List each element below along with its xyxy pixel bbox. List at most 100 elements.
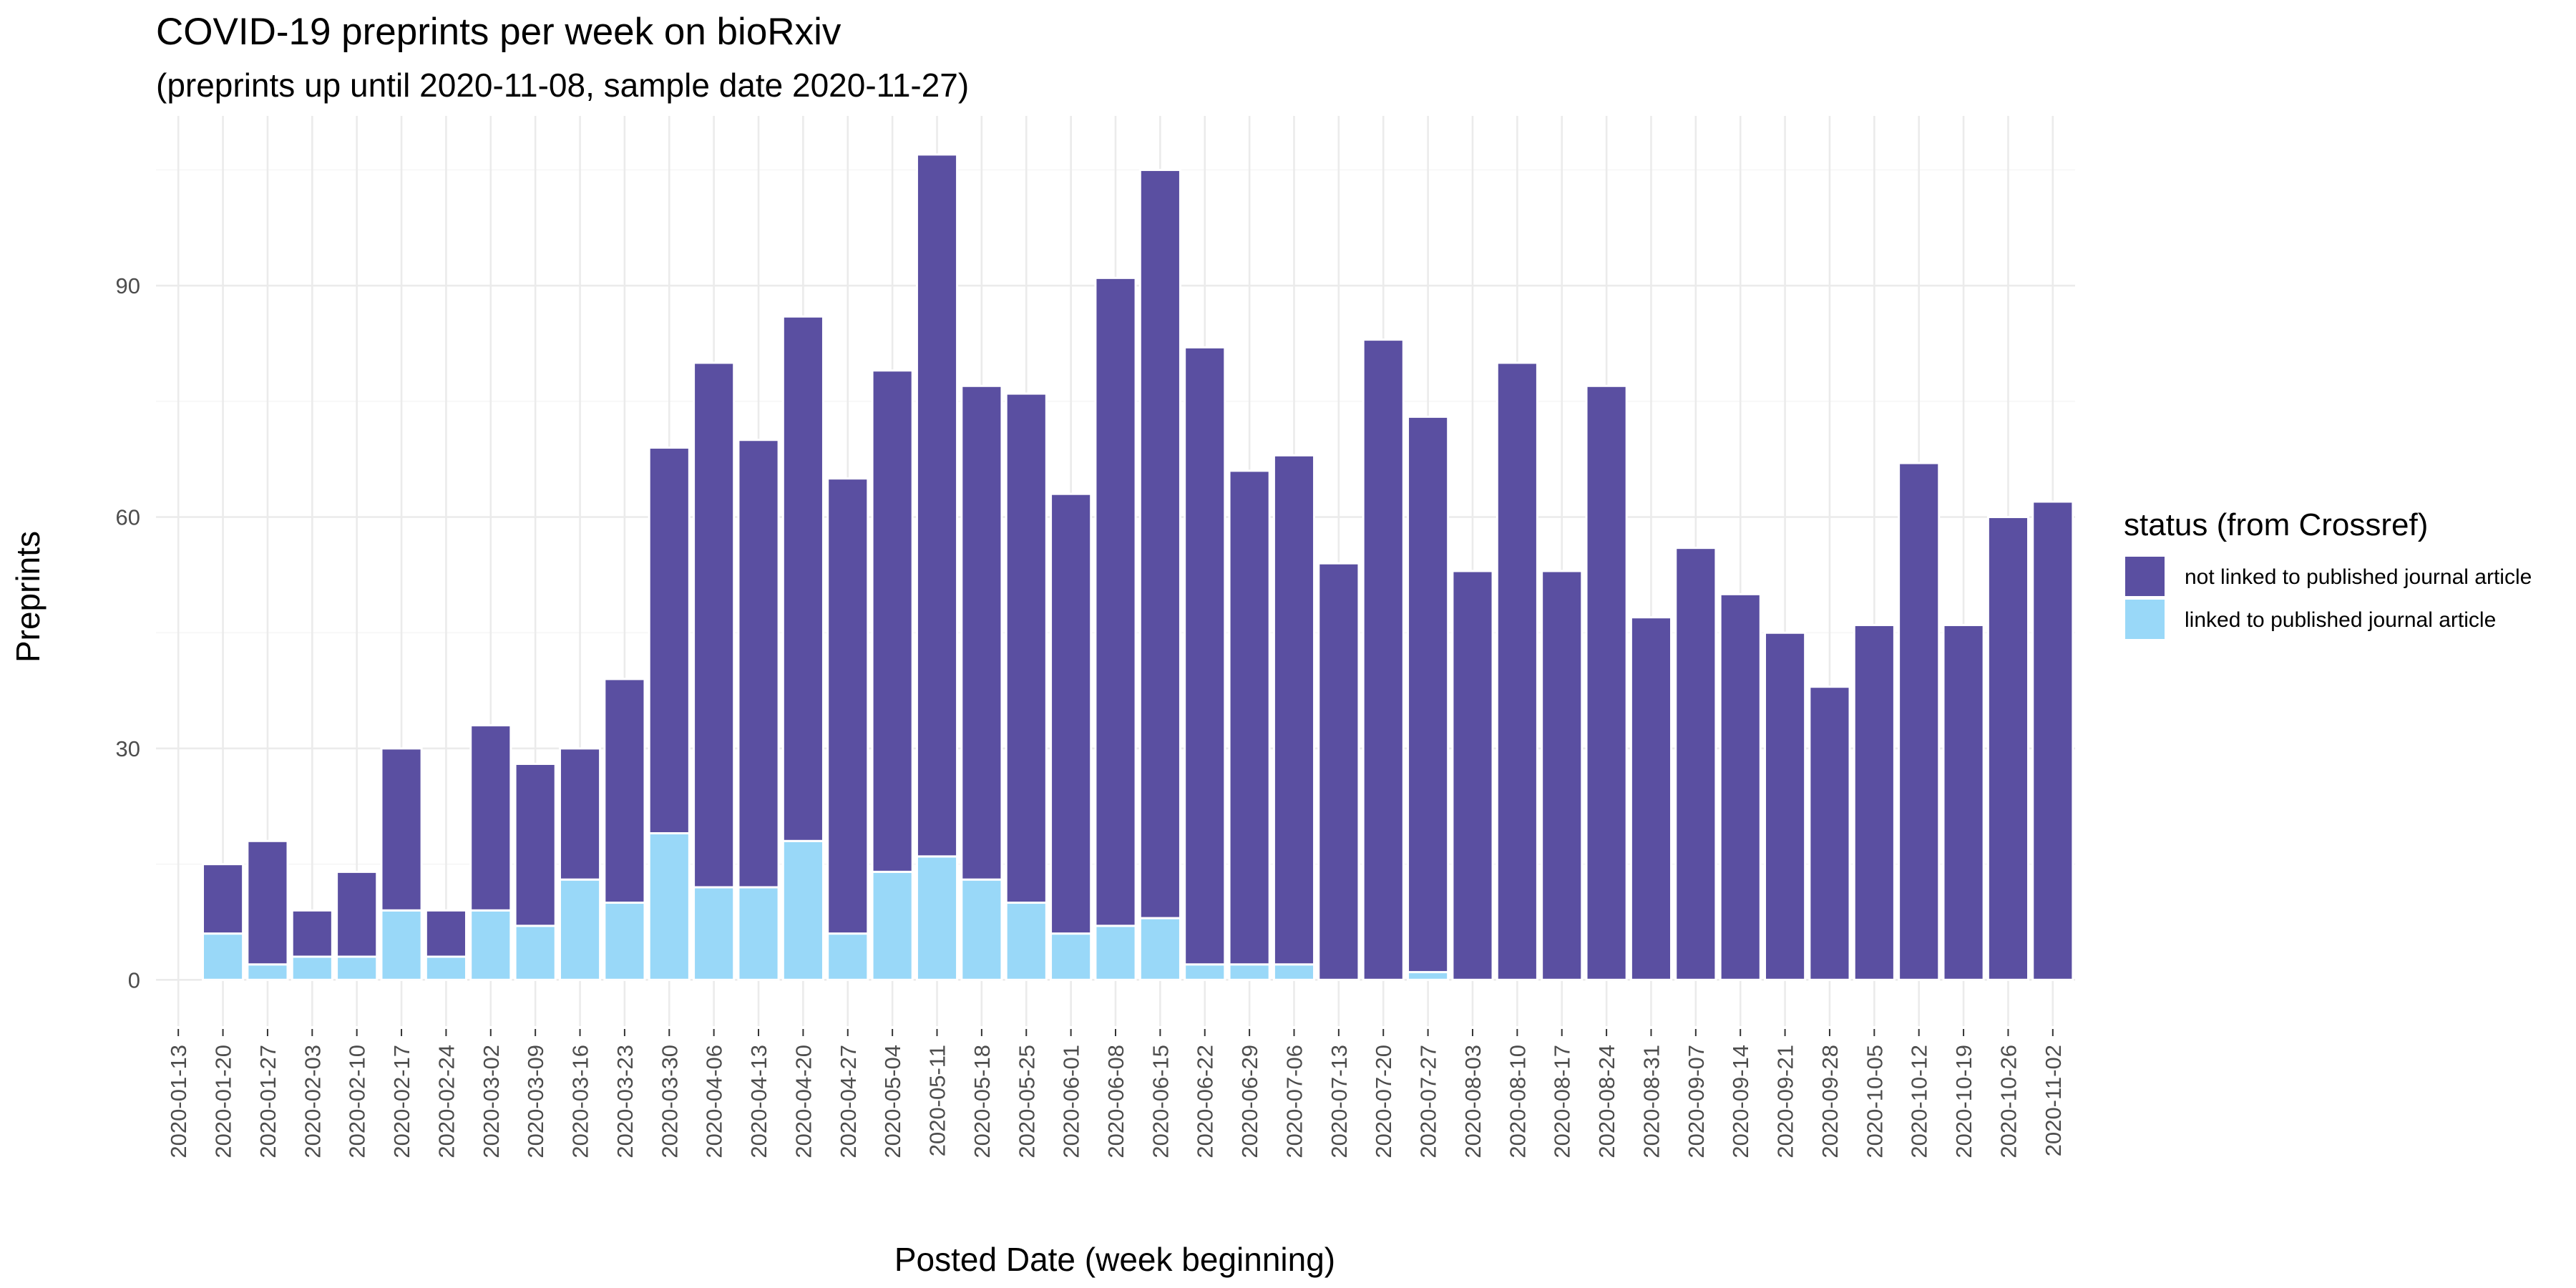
x-tick-label: 2020-07-06 [1282,1045,1307,1158]
bar-not-linked [648,447,691,835]
bar-not-linked [1674,547,1717,981]
x-tick-label: 2020-09-21 [1773,1045,1798,1158]
bar-linked [1272,963,1316,981]
bar-not-linked [1272,454,1316,966]
bar-not-linked [781,315,824,842]
bar-not-linked [960,384,1003,881]
x-tick-label: 2020-03-09 [523,1045,548,1158]
x-tick-label: 2020-02-03 [300,1045,325,1158]
bar-not-linked [380,747,423,912]
bar-not-linked [1407,415,1450,974]
bar-not-linked [2031,500,2074,981]
x-tick-label: 2020-08-24 [1594,1045,1619,1158]
x-tick-label: 2020-06-08 [1103,1045,1128,1158]
legend-title: status (from Crossref) [2124,507,2428,542]
legend-swatch-linked [2125,600,2165,639]
x-tick-label: 2020-04-20 [791,1045,816,1158]
bar-not-linked [1808,686,1851,981]
bar-linked [826,932,869,981]
x-tick-label: 2020-10-05 [1862,1045,1887,1158]
bar-not-linked [514,762,557,927]
x-tick-label: 2020-01-20 [211,1045,236,1158]
x-tick-label: 2020-06-29 [1237,1045,1262,1158]
x-tick-label: 2020-01-13 [166,1045,191,1158]
bar-linked [1407,971,1450,981]
x-tick-label: 2020-05-18 [970,1045,995,1158]
bar-not-linked [1451,570,1494,981]
bar-linked [915,855,959,981]
x-tick-label: 2020-08-03 [1460,1045,1485,1158]
y-axis: 0 30 60 90 [116,273,140,992]
bar-not-linked [693,361,736,889]
y-tick-label: 90 [116,273,140,298]
bar-not-linked [603,678,646,904]
y-tick-label: 0 [128,967,140,992]
bar-linked [558,878,602,981]
bar-linked [693,886,736,981]
x-tick-label: 2020-07-20 [1371,1045,1396,1158]
legend-swatch-not-linked [2125,557,2165,596]
y-axis-title: Preprints [9,531,47,663]
bar-linked [648,832,691,981]
x-tick-label: 2020-05-04 [880,1045,905,1158]
bar-not-linked [871,369,914,873]
bar-not-linked [1496,361,1538,981]
bar-linked [469,909,512,981]
bar-not-linked [1228,469,1271,966]
chart-subtitle: (preprints up until 2020-11-08, sample d… [156,67,969,104]
bar-linked [871,870,914,981]
legend-label-linked: linked to published journal article [2185,608,2496,632]
x-tick-label: 2020-07-13 [1327,1045,1352,1158]
bar-linked [514,924,557,981]
legend: status (from Crossref) not linked to pub… [2124,507,2532,639]
x-tick-label: 2020-10-12 [1907,1045,1932,1158]
x-tick-label: 2020-03-16 [568,1045,593,1158]
x-tick-label: 2020-05-25 [1014,1045,1039,1158]
x-tick-label: 2020-06-15 [1148,1045,1173,1158]
x-tick-label: 2020-10-19 [1951,1045,1976,1158]
bar-not-linked [737,439,780,889]
x-tick-label: 2020-04-06 [702,1045,727,1158]
bar-not-linked [1005,392,1048,904]
x-tick-label: 2020-09-14 [1728,1045,1753,1158]
bar-not-linked [1898,462,1941,981]
x-tick-label: 2020-07-27 [1416,1045,1441,1158]
bar-linked [246,963,289,981]
bar-linked [781,839,824,981]
bar-not-linked [1853,623,1896,981]
x-tick-label: 2020-04-13 [746,1045,771,1158]
x-axis: 2020-01-13 2020-01-20 2020-01-27 2020-02-03… [166,1029,2066,1158]
y-tick-label: 30 [116,736,140,761]
bar-linked [1184,963,1226,981]
bar-not-linked [1719,592,1762,981]
x-tick-label: 2020-09-28 [1818,1045,1843,1158]
x-tick-label: 2020-05-11 [925,1045,950,1156]
bar-not-linked [1184,346,1226,966]
bar-linked [380,909,423,981]
x-tick-label: 2020-08-17 [1550,1045,1575,1158]
x-tick-label: 2020-03-30 [657,1045,682,1158]
x-tick-label: 2020-02-17 [389,1045,414,1158]
bar-not-linked [826,477,869,935]
x-tick-label: 2020-02-24 [434,1045,459,1158]
bar-not-linked [469,724,512,912]
bar-not-linked [1942,623,1985,981]
x-tick-label: 2020-09-07 [1684,1045,1709,1158]
bar-linked [1228,963,1271,981]
bar-not-linked [1629,616,1673,981]
x-tick-label: 2020-01-27 [255,1045,280,1158]
y-tick-label: 60 [116,505,140,530]
bar-not-linked [246,839,289,966]
bar-linked [603,902,646,981]
x-tick-label: 2020-06-01 [1059,1045,1084,1158]
bar-not-linked [1541,570,1584,981]
bar-linked [336,955,379,981]
x-tick-label: 2020-10-26 [1996,1045,2021,1158]
bar-not-linked [1050,492,1093,935]
bar-linked [1005,902,1048,981]
bar-linked [291,955,333,981]
bar-linked [1050,932,1093,981]
bar-not-linked [1986,516,2030,981]
bar-linked [1094,924,1137,981]
